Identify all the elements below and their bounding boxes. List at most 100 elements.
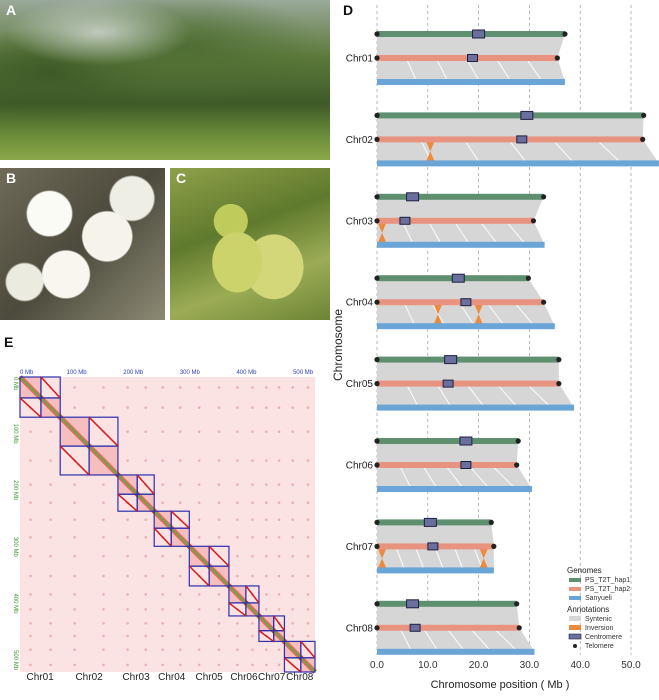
interchrom-contact bbox=[178, 648, 182, 651]
centromere-marker bbox=[399, 216, 411, 225]
sanyueli-bar bbox=[377, 323, 555, 330]
interchrom-contact bbox=[126, 406, 129, 409]
interchrom-contact bbox=[236, 518, 239, 521]
hap1-bar bbox=[377, 193, 544, 200]
interchrom-contact bbox=[49, 459, 52, 462]
interchrom-contact bbox=[217, 518, 221, 521]
syntenic-gap bbox=[496, 59, 511, 81]
homolog-contact bbox=[258, 630, 275, 643]
syntenic-block bbox=[377, 441, 519, 465]
diagonal-core bbox=[283, 640, 302, 659]
interchrom-contact bbox=[126, 634, 129, 638]
homolog-box bbox=[245, 585, 260, 604]
interchrom-contact bbox=[236, 459, 239, 462]
x-axis-label: Chromosome position ( Mb ) bbox=[431, 679, 570, 691]
interchrom-contact bbox=[73, 406, 76, 409]
interchrom-contact bbox=[144, 574, 148, 578]
syntenic-block bbox=[377, 302, 555, 327]
x-tick-label: 300 Mb bbox=[180, 370, 201, 376]
interchrom-contact bbox=[29, 622, 32, 625]
telomere-marker bbox=[374, 218, 380, 224]
centromere-marker bbox=[451, 273, 465, 283]
interchrom-contact bbox=[29, 554, 32, 558]
telomere-marker bbox=[541, 194, 547, 200]
interchrom-contact bbox=[236, 648, 239, 651]
syntenic-block bbox=[377, 278, 544, 303]
peach-blossom-photo bbox=[0, 168, 165, 320]
syntenic-gap bbox=[597, 140, 620, 162]
homolog-contact bbox=[88, 416, 119, 447]
interchrom-contact bbox=[178, 406, 182, 409]
interchrom-contact bbox=[144, 622, 148, 625]
interchrom-contact bbox=[49, 501, 52, 505]
interchrom-contact bbox=[265, 554, 268, 558]
homolog-contact bbox=[59, 445, 90, 476]
interchrom-contact bbox=[265, 406, 268, 409]
interchrom-contact bbox=[126, 622, 129, 625]
interchrom-contact bbox=[178, 459, 182, 462]
x-tick-label: 0 Mb bbox=[20, 370, 34, 376]
interchrom-contact bbox=[49, 574, 52, 578]
interchrom-contact bbox=[73, 593, 76, 596]
telomere-marker bbox=[374, 543, 380, 550]
interchrom-contact bbox=[102, 518, 105, 521]
interchrom-contact bbox=[73, 622, 76, 625]
telomere-marker bbox=[374, 31, 380, 37]
interchrom-contact bbox=[277, 648, 281, 651]
interchrom-contact bbox=[29, 501, 32, 505]
syntenic-gap bbox=[434, 548, 444, 569]
telomere-marker bbox=[374, 381, 380, 387]
inversion-block bbox=[473, 302, 484, 327]
homolog-contact bbox=[117, 493, 138, 512]
interchrom-contact bbox=[217, 593, 221, 596]
interchrom-contact bbox=[306, 459, 310, 462]
telomere-marker bbox=[374, 625, 380, 631]
homolog-box bbox=[283, 657, 302, 673]
syntenic-gap bbox=[497, 385, 517, 406]
homolog-box bbox=[40, 376, 61, 399]
chromosome-label: Chr02 bbox=[75, 672, 103, 683]
telomere-marker bbox=[514, 601, 520, 607]
inversion-block bbox=[377, 220, 388, 245]
interchrom-contact bbox=[277, 554, 281, 558]
centromere-marker bbox=[442, 379, 454, 388]
telomere-marker bbox=[640, 136, 646, 142]
interchrom-contact bbox=[144, 430, 148, 433]
interchrom-contact bbox=[236, 554, 239, 558]
syntenic-block bbox=[377, 603, 520, 628]
interchrom-contact bbox=[178, 634, 182, 638]
syntenic-block bbox=[377, 34, 565, 58]
y-axis-label: Chromosome bbox=[331, 309, 345, 381]
interchrom-contact bbox=[306, 593, 310, 596]
diagonal-core bbox=[19, 376, 42, 399]
interchrom-contact bbox=[161, 430, 164, 433]
telomere-marker bbox=[491, 543, 497, 550]
legend-item: Inversion bbox=[585, 625, 614, 632]
centromere-marker bbox=[409, 623, 421, 632]
x-tick-label: 10.0 bbox=[418, 660, 438, 671]
chromosome-label: Chr03 bbox=[122, 672, 150, 683]
interchrom-contact bbox=[29, 634, 32, 638]
legend-swatch bbox=[573, 644, 577, 648]
interchrom-contact bbox=[265, 608, 268, 611]
centromere-marker bbox=[427, 542, 439, 551]
interchrom-contact bbox=[251, 574, 254, 578]
interchrom-contact bbox=[277, 386, 281, 389]
homolog-contact bbox=[19, 397, 42, 418]
interchrom-contact bbox=[49, 663, 52, 667]
interchrom-contact bbox=[178, 554, 182, 558]
interchrom-contact bbox=[126, 386, 129, 389]
diagonal-core bbox=[59, 416, 90, 447]
interchrom-contact bbox=[102, 483, 105, 486]
interchrom-contact bbox=[126, 608, 129, 611]
syntenic-gap bbox=[395, 548, 405, 569]
legend-item: Telomere bbox=[585, 643, 614, 650]
interchrom-contact bbox=[49, 608, 52, 611]
hap1-bar bbox=[377, 600, 517, 607]
interchrom-contact bbox=[161, 459, 164, 462]
interchrom-contact bbox=[236, 634, 239, 638]
hap2-bar bbox=[377, 217, 534, 224]
interchrom-contact bbox=[126, 648, 129, 651]
interchrom-contact bbox=[291, 386, 294, 389]
interchrom-contact bbox=[161, 406, 164, 409]
